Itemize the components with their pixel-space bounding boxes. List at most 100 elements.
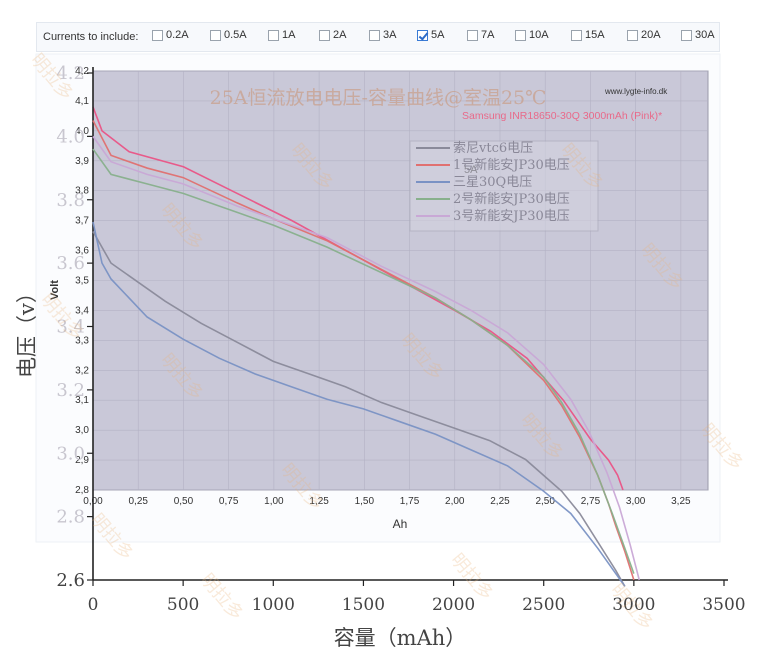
x-tick-label: 2500	[522, 595, 565, 615]
inner-y-tick-label: 4,0	[75, 126, 89, 137]
current-checkbox[interactable]	[152, 29, 163, 41]
current-option-label: 0.2A	[166, 29, 189, 41]
inner-x-axis-label: Ah	[393, 517, 408, 531]
current-option-label: 0.5A	[224, 29, 247, 41]
y-tick-label: 3.0	[56, 443, 85, 464]
x-tick-label: 0	[88, 595, 99, 615]
inner-y-tick-label: 4,2	[75, 66, 89, 77]
current-option-15a[interactable]: 15A	[571, 29, 605, 41]
inner-x-tick-label: 2,00	[445, 496, 465, 507]
y-tick-label: 3.2	[56, 380, 85, 401]
current-option-label: 1A	[282, 29, 296, 41]
series-group	[92, 120, 641, 587]
x-tick-label: 1500	[342, 595, 385, 615]
inner-y-tick-label: 3,9	[75, 156, 89, 167]
inner-y-tick-label: 4,1	[75, 96, 89, 107]
inner-legend-entry: Samsung INR18650-30Q 3000mAh (Pink)*	[462, 110, 662, 122]
series-line-3	[92, 221, 626, 587]
current-checkbox[interactable]	[417, 29, 428, 41]
inner-x-tick-label: 2,75	[581, 496, 601, 507]
legend-label: 2号新能安JP30电压	[453, 191, 570, 207]
series-line-1	[92, 231, 626, 587]
current-option-label: 3A	[383, 29, 397, 41]
current-option-0-2a[interactable]: 0.2A	[152, 29, 189, 41]
inner-x-tick-label: 1,00	[264, 496, 284, 507]
y-tick-label: 2.6	[56, 570, 85, 591]
current-option-0-5a[interactable]: 0.5A	[210, 29, 247, 41]
y-tick-label: 3.8	[56, 190, 85, 211]
series-line-4	[92, 148, 635, 574]
inner-x-tick-label: 3,00	[626, 496, 646, 507]
x-tick-label: 3500	[702, 595, 745, 615]
current-option-10a[interactable]: 10A	[515, 29, 549, 41]
y-tick-label: 3.6	[56, 253, 85, 274]
current-checkbox[interactable]	[467, 29, 478, 41]
legend-label: 1号新能安JP30电压	[453, 157, 570, 173]
inner-x-tick-label: 1,50	[355, 496, 375, 507]
current-option-label: 15A	[585, 29, 605, 41]
legend-label: 索尼vtc6电压	[453, 141, 533, 156]
inner-x-tick-label: 2,25	[490, 496, 510, 507]
current-checkbox[interactable]	[571, 29, 582, 41]
currents-label: Currents to include:	[43, 31, 139, 43]
inner-x-tick-label: 0,75	[219, 496, 239, 507]
legend-label: 3号新能安JP30电压	[453, 208, 570, 224]
watermark-text: 明拉多	[196, 570, 247, 625]
current-option-label: 2A	[333, 29, 347, 41]
current-option-20a[interactable]: 20A	[627, 29, 661, 41]
current-checkbox[interactable]	[681, 29, 692, 41]
inner-y-tick-label: 3,6	[75, 246, 89, 257]
inner-x-tick-label: 0,25	[128, 496, 148, 507]
current-option-1a[interactable]: 1A	[268, 29, 295, 41]
y-axis-label: 电压（v）	[15, 282, 39, 378]
current-option-label: 7A	[481, 29, 495, 41]
current-option-5a[interactable]: 5A	[417, 29, 444, 41]
current-checkbox[interactable]	[627, 29, 638, 41]
current-checkbox[interactable]	[210, 29, 221, 41]
inner-y-tick-label: 3,3	[75, 335, 89, 346]
currents-filter-bar: Currents to include: 0.2A 0.5A 1A 2A 3A 5A 7A 1…	[36, 22, 720, 52]
y-tick-label: 4.0	[56, 126, 85, 147]
inner-y-tick-label: 3,0	[75, 425, 89, 436]
legend-label: 三星30Q电压	[453, 175, 532, 190]
current-option-label: 20A	[641, 29, 661, 41]
inner-x-tick-label: 1,25	[309, 496, 329, 507]
inner-y-tick-label: 2,9	[75, 455, 89, 466]
current-checkbox[interactable]	[319, 29, 330, 41]
current-checkbox[interactable]	[515, 29, 526, 41]
inner-series-line	[92, 106, 624, 491]
y-tick-label: 2.8	[56, 507, 85, 528]
inner-x-tick-label: 2,50	[535, 496, 555, 507]
y-tick-label: 3.4	[56, 317, 85, 338]
current-option-3a[interactable]: 3A	[369, 29, 396, 41]
current-option-7a[interactable]: 7A	[467, 29, 494, 41]
inner-y-tick-label: 3,4	[75, 305, 89, 316]
current-option-30a[interactable]: 30A	[681, 29, 715, 41]
x-tick-label: 2000	[432, 595, 475, 615]
inner-y-tick-label: 2,8	[75, 485, 89, 496]
current-checkbox[interactable]	[268, 29, 279, 41]
x-axis-label: 容量（mAh）	[334, 626, 467, 650]
y-tick-label: 4.2	[56, 63, 85, 84]
inner-y-tick-label: 3,7	[75, 216, 89, 227]
inner-y-tick-label: 3,8	[75, 186, 89, 197]
inner-y-tick-label: 3,5	[75, 276, 89, 287]
x-tick-label: 1000	[252, 595, 295, 615]
inner-y-tick-label: 3,1	[75, 395, 89, 406]
source-credit: www.lygte-info.dk	[604, 87, 668, 96]
x-tick-label: 500	[167, 595, 199, 615]
series-line-5	[92, 135, 641, 581]
inner-x-tick-label: 3,25	[671, 496, 691, 507]
current-option-2a[interactable]: 2A	[319, 29, 346, 41]
inner-x-tick-label: 1,75	[400, 496, 420, 507]
outer-axes: 2.6 2.8 3.0 3.2 3.4 3.6 3.8 4.0 4.2 0 500 1000 1500 2…	[56, 63, 745, 615]
chart-title: 25A恒流放电电压-容量曲线@室温25℃	[210, 87, 547, 109]
current-option-label: 10A	[529, 29, 549, 41]
inner-x-tick-label: 0,50	[174, 496, 194, 507]
current-option-label: 5A	[431, 29, 445, 41]
current-checkbox[interactable]	[369, 29, 380, 41]
current-option-label: 30A	[695, 29, 715, 41]
inner-y-axis-label: Volt	[49, 280, 61, 300]
inner-y-tick-label: 3,2	[75, 365, 89, 376]
